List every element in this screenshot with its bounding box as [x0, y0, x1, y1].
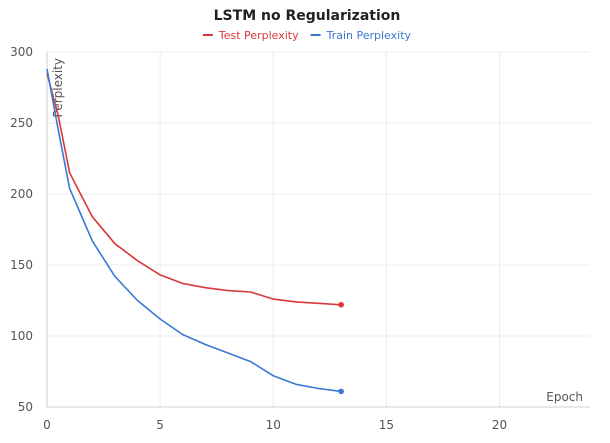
- y-tick-label: 150: [10, 258, 33, 272]
- y-tick-label: 100: [10, 329, 33, 343]
- y-axis-label: Perplexity: [51, 58, 65, 118]
- train-perplexity-line: [46, 68, 342, 393]
- y-tick-label: 200: [10, 187, 33, 201]
- x-tick-label: 15: [379, 418, 394, 432]
- legend: Test Perplexity Train Perplexity: [202, 29, 412, 42]
- y-tick-label: 250: [10, 116, 33, 130]
- legend-item-train-perplexity[interactable]: Train Perplexity: [310, 29, 412, 42]
- y-tick-labels: 50 100 150 200 250 300: [10, 45, 33, 414]
- y-tick-label: 300: [10, 45, 33, 59]
- legend-label: Train Perplexity: [326, 29, 412, 42]
- x-tick-label: 5: [156, 418, 164, 432]
- y-tick-label: 50: [18, 400, 33, 414]
- series-lines: [46, 68, 344, 395]
- x-tick-label: 0: [43, 418, 51, 432]
- legend-item-test-perplexity[interactable]: Test Perplexity: [202, 29, 299, 42]
- x-tick-label: 10: [266, 418, 281, 432]
- test-perplexity-end-point: [338, 301, 344, 308]
- axes: [46, 52, 590, 408]
- grid: [47, 51, 590, 407]
- x-tick-labels: 0 5 10 15 20: [43, 418, 507, 432]
- x-axis-label: Epoch: [546, 390, 583, 404]
- chart-title: LSTM no Regularization: [214, 8, 401, 24]
- x-tick-label: 20: [492, 418, 507, 432]
- legend-label: Test Perplexity: [218, 29, 299, 42]
- test-perplexity-line: [46, 73, 342, 306]
- train-perplexity-end-point: [338, 388, 344, 395]
